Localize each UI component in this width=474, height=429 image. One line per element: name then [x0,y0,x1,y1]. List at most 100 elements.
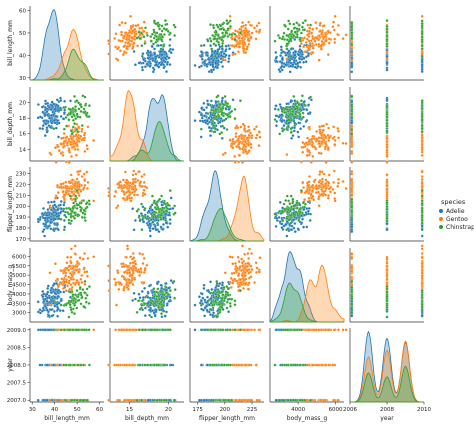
point-adelie [300,221,304,225]
point-gentoo [305,153,309,157]
point-gentoo [62,193,66,197]
point-gentoo [134,177,137,181]
point-gentoo [54,194,58,198]
point-adelie [205,304,209,308]
point-gentoo [307,196,311,200]
point-gentoo [350,172,354,176]
point-chinstrap [67,218,71,222]
point-adelie [143,65,147,69]
point-adelie [53,304,57,308]
point-adelie [305,225,309,229]
point-gentoo [85,147,89,151]
point-chinstrap [66,211,70,215]
point-chinstrap [81,211,85,215]
point-adelie [45,110,49,114]
point-gentoo [128,44,132,48]
point-gentoo [61,189,65,193]
point-adelie [206,99,209,103]
point-adelie [220,47,224,50]
point-adelie [53,222,56,225]
point-chinstrap [211,34,215,37]
point-gentoo [142,257,146,260]
point-gentoo [311,27,315,31]
point-chinstrap [71,118,75,122]
point-gentoo [327,41,331,45]
point-gentoo [385,187,389,191]
point-gentoo [317,204,321,208]
point-gentoo [80,175,84,178]
point-gentoo [85,187,89,190]
point-chinstrap [385,219,389,223]
point-gentoo [64,190,68,194]
point-adelie [167,56,171,60]
point-gentoo [243,124,246,128]
point-gentoo [122,190,126,194]
point-chinstrap [164,286,168,289]
point-gentoo [231,139,235,143]
point-gentoo [322,124,326,128]
point-gentoo [329,190,332,194]
point-chinstrap [144,26,147,30]
point-gentoo [385,190,389,194]
point-chinstrap [350,94,354,98]
point-chinstrap [145,34,149,37]
point-chinstrap [230,33,234,36]
point-adelie [159,57,163,61]
point-gentoo [125,178,129,182]
point-chinstrap [295,206,299,210]
point-adelie [53,203,57,207]
point-gentoo [118,49,122,53]
point-chinstrap [71,125,75,129]
point-adelie [48,211,51,215]
point-adelie [279,54,283,57]
point-chinstrap [213,130,217,134]
point-chinstrap [297,219,301,222]
point-gentoo [308,26,312,30]
point-chinstrap [152,199,156,203]
point-adelie [210,53,214,57]
point-adelie [385,98,389,102]
point-adelie [168,63,172,66]
point-adelie [41,127,45,131]
point-chinstrap [206,39,210,43]
point-gentoo [141,262,145,265]
point-adelie [293,222,297,225]
point-chinstrap [211,23,215,27]
point-gentoo [79,277,83,281]
point-chinstrap [162,296,166,300]
point-gentoo [74,269,78,272]
point-chinstrap [293,215,297,219]
point-chinstrap [420,124,424,127]
point-adelie [141,68,145,72]
point-gentoo [57,149,61,153]
point-gentoo [350,124,354,128]
point-chinstrap [233,32,237,36]
point-chinstrap [385,27,389,31]
point-adelie [58,211,62,215]
point-gentoo [324,39,328,43]
point-adelie [43,222,47,226]
point-chinstrap [87,104,91,107]
point-adelie [46,101,50,105]
point-chinstrap [70,129,73,133]
point-chinstrap [158,197,162,201]
point-gentoo [131,261,135,265]
point-gentoo [315,137,319,141]
point-adelie [52,113,55,117]
point-gentoo [385,145,389,149]
point-gentoo [385,180,389,184]
point-chinstrap [216,94,220,98]
point-chinstrap [420,221,424,225]
point-gentoo [319,182,323,186]
point-chinstrap [350,112,354,116]
point-gentoo [333,143,337,147]
point-adelie [169,51,173,55]
point-gentoo [321,29,324,32]
point-adelie [154,228,158,232]
point-gentoo [243,41,246,45]
point-adelie [296,64,300,68]
point-gentoo [385,160,389,164]
point-chinstrap [199,127,203,131]
point-adelie [206,103,210,107]
